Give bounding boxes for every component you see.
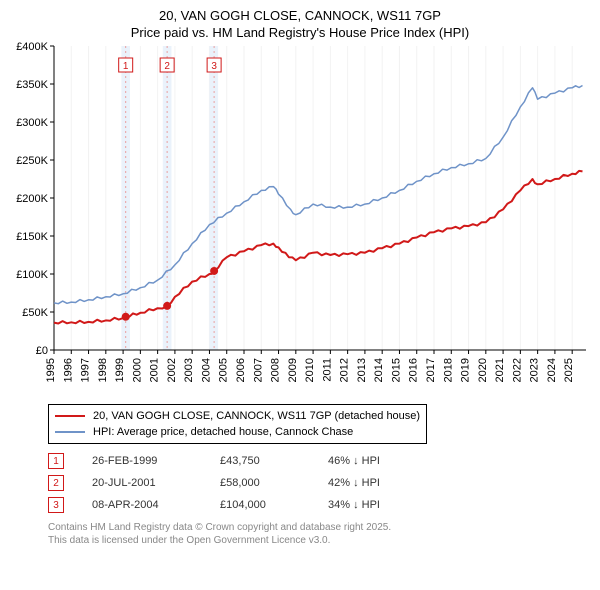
legend-swatch [55,415,85,417]
svg-text:£400K: £400K [16,41,48,53]
svg-text:1: 1 [123,61,129,72]
chart-titles: 20, VAN GOGH CLOSE, CANNOCK, WS11 7GP Pr… [8,8,592,40]
svg-text:2009: 2009 [287,358,299,382]
svg-text:2000: 2000 [131,358,143,382]
event-price: £104,000 [220,499,300,511]
svg-text:2022: 2022 [511,358,523,382]
svg-text:2006: 2006 [235,358,247,382]
svg-text:£200K: £200K [16,193,48,205]
event-price: £58,000 [220,477,300,489]
svg-text:2017: 2017 [425,358,437,382]
svg-text:2013: 2013 [356,358,368,382]
event-delta: 42% ↓ HPI [328,477,380,489]
svg-text:2025: 2025 [563,358,575,382]
title-line-2: Price paid vs. HM Land Registry's House … [8,25,592,40]
svg-text:2016: 2016 [408,358,420,382]
svg-text:£250K: £250K [16,155,48,167]
svg-text:£0: £0 [36,345,48,357]
title-line-1: 20, VAN GOGH CLOSE, CANNOCK, WS11 7GP [8,8,592,23]
svg-text:£100K: £100K [16,269,48,281]
svg-text:2: 2 [164,61,170,72]
footnote-line: Contains HM Land Registry data © Crown c… [48,522,592,535]
svg-text:1998: 1998 [97,358,109,382]
svg-text:2024: 2024 [546,358,558,382]
svg-text:2019: 2019 [460,358,472,382]
event-marker-icon: 2 [48,475,64,491]
legend-label: HPI: Average price, detached house, Cann… [93,426,353,438]
event-date: 08-APR-2004 [92,499,192,511]
legend-item: 20, VAN GOGH CLOSE, CANNOCK, WS11 7GP (d… [55,408,420,424]
legend-label: 20, VAN GOGH CLOSE, CANNOCK, WS11 7GP (d… [93,410,420,422]
svg-text:£50K: £50K [22,307,48,319]
svg-text:3: 3 [211,61,217,72]
legend-item: HPI: Average price, detached house, Cann… [55,424,420,440]
svg-text:1997: 1997 [80,358,92,382]
event-row: 3 08-APR-2004 £104,000 34% ↓ HPI [48,494,592,516]
svg-text:2015: 2015 [390,358,402,382]
svg-text:2020: 2020 [477,358,489,382]
svg-text:£350K: £350K [16,79,48,91]
svg-text:2021: 2021 [494,358,506,382]
svg-text:2004: 2004 [200,358,212,382]
svg-text:2007: 2007 [252,358,264,382]
chart-container: 20, VAN GOGH CLOSE, CANNOCK, WS11 7GP Pr… [8,8,592,547]
event-delta: 34% ↓ HPI [328,499,380,511]
svg-text:1995: 1995 [45,358,57,382]
svg-text:2014: 2014 [373,358,385,382]
event-row: 1 26-FEB-1999 £43,750 46% ↓ HPI [48,450,592,472]
svg-text:1999: 1999 [114,358,126,382]
event-date: 26-FEB-1999 [92,455,192,467]
event-price: £43,750 [220,455,300,467]
svg-text:2001: 2001 [149,358,161,382]
legend-swatch [55,431,85,433]
svg-text:2018: 2018 [442,358,454,382]
event-delta: 46% ↓ HPI [328,455,380,467]
svg-text:2002: 2002 [166,358,178,382]
svg-text:2011: 2011 [321,358,333,382]
event-marker-icon: 1 [48,453,64,469]
svg-text:2012: 2012 [339,358,351,382]
legend: 20, VAN GOGH CLOSE, CANNOCK, WS11 7GP (d… [48,404,427,444]
svg-text:2010: 2010 [304,358,316,382]
svg-text:1996: 1996 [62,358,74,382]
event-marker-icon: 3 [48,497,64,513]
svg-text:2008: 2008 [270,358,282,382]
svg-text:£300K: £300K [16,117,48,129]
svg-text:£150K: £150K [16,231,48,243]
events-table: 1 26-FEB-1999 £43,750 46% ↓ HPI 2 20-JUL… [48,450,592,516]
svg-text:2003: 2003 [183,358,195,382]
svg-text:2023: 2023 [529,358,541,382]
svg-text:2005: 2005 [218,358,230,382]
event-row: 2 20-JUL-2001 £58,000 42% ↓ HPI [48,472,592,494]
footnote: Contains HM Land Registry data © Crown c… [48,522,592,547]
footnote-line: This data is licensed under the Open Gov… [48,535,592,548]
line-chart: £0 £50K £100K £150K £200K £250K £300K £350K £400… [8,40,592,400]
event-date: 20-JUL-2001 [92,477,192,489]
